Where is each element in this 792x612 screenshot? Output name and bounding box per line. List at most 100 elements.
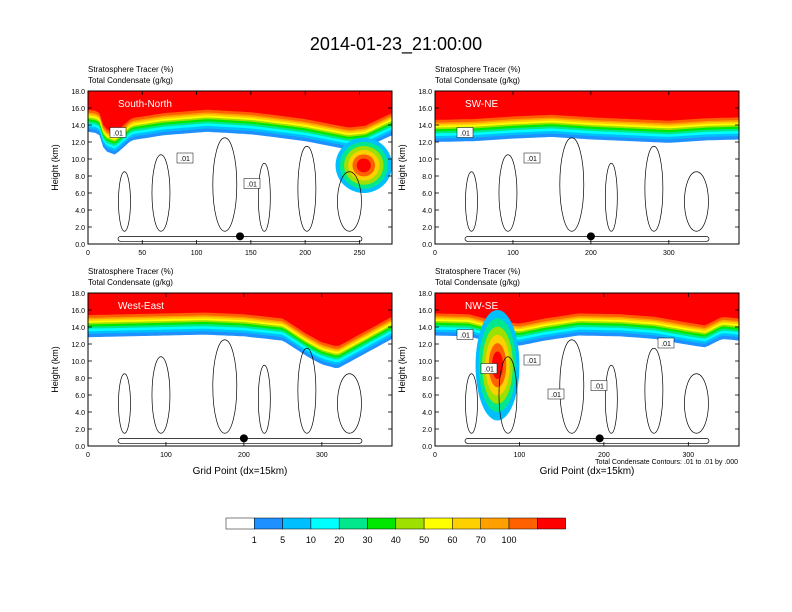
tracer-band [88,293,392,304]
subtitle-line1: Stratosphere Tracer (%) [435,267,521,276]
condensate-contour [644,145,664,232]
svg-text:.01: .01 [527,358,537,365]
condensate-contour [604,364,618,434]
plot-area: .01 .01 [435,91,739,242]
x-tick-label: 100 [191,250,203,257]
y-tick-label: 0.0 [422,444,432,451]
y-tick-label: 10.0 [418,359,432,366]
subtitle-line1: Stratosphere Tracer (%) [88,65,174,74]
condensate-contours [117,137,363,242]
condensate-contour [644,347,664,434]
condensate-contour [337,171,362,232]
svg-text:.01: .01 [551,392,561,399]
tracer-band [88,91,392,133]
colorbar-swatch [338,517,368,530]
colorbar-swatch [508,517,538,530]
colorbar-label: 5 [280,535,285,545]
colorbar-swatch [395,517,425,530]
x-axis-label: Grid Point (dx=15km) [193,466,288,477]
contour-label: .01 [456,329,474,340]
contour-label: .01 [243,178,261,189]
subtitle-line1: Stratosphere Tracer (%) [88,267,174,276]
y-tick-label: 18.0 [71,291,85,298]
tracer-band [435,91,739,102]
y-tick-label: 10.0 [418,157,432,164]
y-tick-label: 18.0 [418,89,432,96]
plot-frame [434,292,740,447]
panel-1: .01 .01 .01 South-North 0.0 2.0 4.0 6.0 8.0 10.0 1… [50,65,393,257]
plot-frame [434,90,740,245]
x-tick-label: 0 [86,452,90,459]
condensate-contour [257,162,271,232]
plot-frame [87,90,393,245]
y-axis-label: Height (km) [397,346,407,393]
x-tick-label: 150 [245,250,257,257]
condensate-contour [297,347,317,434]
y-tick-label: 0.0 [422,242,432,249]
y-tick-label: 18.0 [71,89,85,96]
x-tick-label: 200 [598,452,610,459]
subtitle-line1: Stratosphere Tracer (%) [435,65,521,74]
subtitle-line2: Total Condensate (g/kg) [435,76,520,85]
panel-2: .01 .01 SW-NE 0.0 2.0 4.0 6.0 8.0 10.0 12.0 14.0 16… [397,65,740,257]
y-tick-label: 6.0 [75,393,85,400]
colorbar-swatch [423,517,453,530]
tracer-band [88,293,392,346]
y-tick-label: 4.0 [75,410,85,417]
contour-footnote: Total Condensate Contours: .01 to .01 by… [595,459,738,466]
location-marker [239,434,248,443]
condensate-contour [464,438,710,444]
colorbar-label: 70 [476,535,486,545]
y-tick-label: 8.0 [75,376,85,383]
condensate-contour [118,373,131,434]
y-tick-label: 14.0 [418,325,432,332]
x-tick-label: 100 [514,452,526,459]
y-tick-label: 0.0 [75,242,85,249]
y-tick-label: 2.0 [75,427,85,434]
colorbar-swatch [254,517,283,530]
x-tick-label: 200 [238,452,250,459]
y-tick-label: 8.0 [422,174,432,181]
y-tick-label: 2.0 [422,225,432,232]
colorbar-label: 50 [419,535,429,545]
colorbar-label: 30 [362,535,372,545]
colorbar-label: 60 [447,535,457,545]
y-tick-label: 14.0 [418,123,432,130]
y-tick-label: 6.0 [422,393,432,400]
x-tick-label: 50 [138,250,146,257]
x-tick-label: 0 [433,250,437,257]
condensate-contour [465,373,478,434]
colorbar-label: 100 [501,535,516,545]
location-marker [595,434,604,443]
tracer-band [435,293,739,304]
contour-label: .01 [547,388,565,400]
colorbar-swatch [480,517,510,530]
condensate-contours [464,339,710,444]
y-tick-label: 0.0 [75,444,85,451]
colorbar-swatch [452,517,481,530]
svg-text:.01: .01 [527,156,537,163]
subtitle-line2: Total Condensate (g/kg) [88,76,173,85]
condensate-contour [297,145,317,232]
condensate-contour [684,373,709,434]
y-tick-label: 2.0 [75,225,85,232]
tracer-intrusion [356,158,371,173]
plot-area: .01 .01 .01 [88,91,392,242]
y-tick-label: 2.0 [422,427,432,434]
contour-label: .01 [176,152,194,164]
colorbar-swatch [367,517,397,530]
y-tick-label: 4.0 [75,208,85,215]
y-tick-label: 10.0 [71,359,85,366]
colorbar-label: 20 [334,535,344,545]
cross-section-label: South-North [118,99,172,110]
condensate-contour [257,364,271,434]
svg-text:.01: .01 [594,384,604,391]
colorbar-label: 40 [391,535,401,545]
x-tick-label: 250 [354,250,366,257]
subtitle-line2: Total Condensate (g/kg) [88,278,173,287]
x-axis-label: Grid Point (dx=15km) [540,466,635,477]
contour-label: .01 [480,363,498,374]
y-tick-label: 12.0 [71,342,85,349]
contour-label: .01 [590,380,608,391]
svg-text:.01: .01 [484,367,494,374]
